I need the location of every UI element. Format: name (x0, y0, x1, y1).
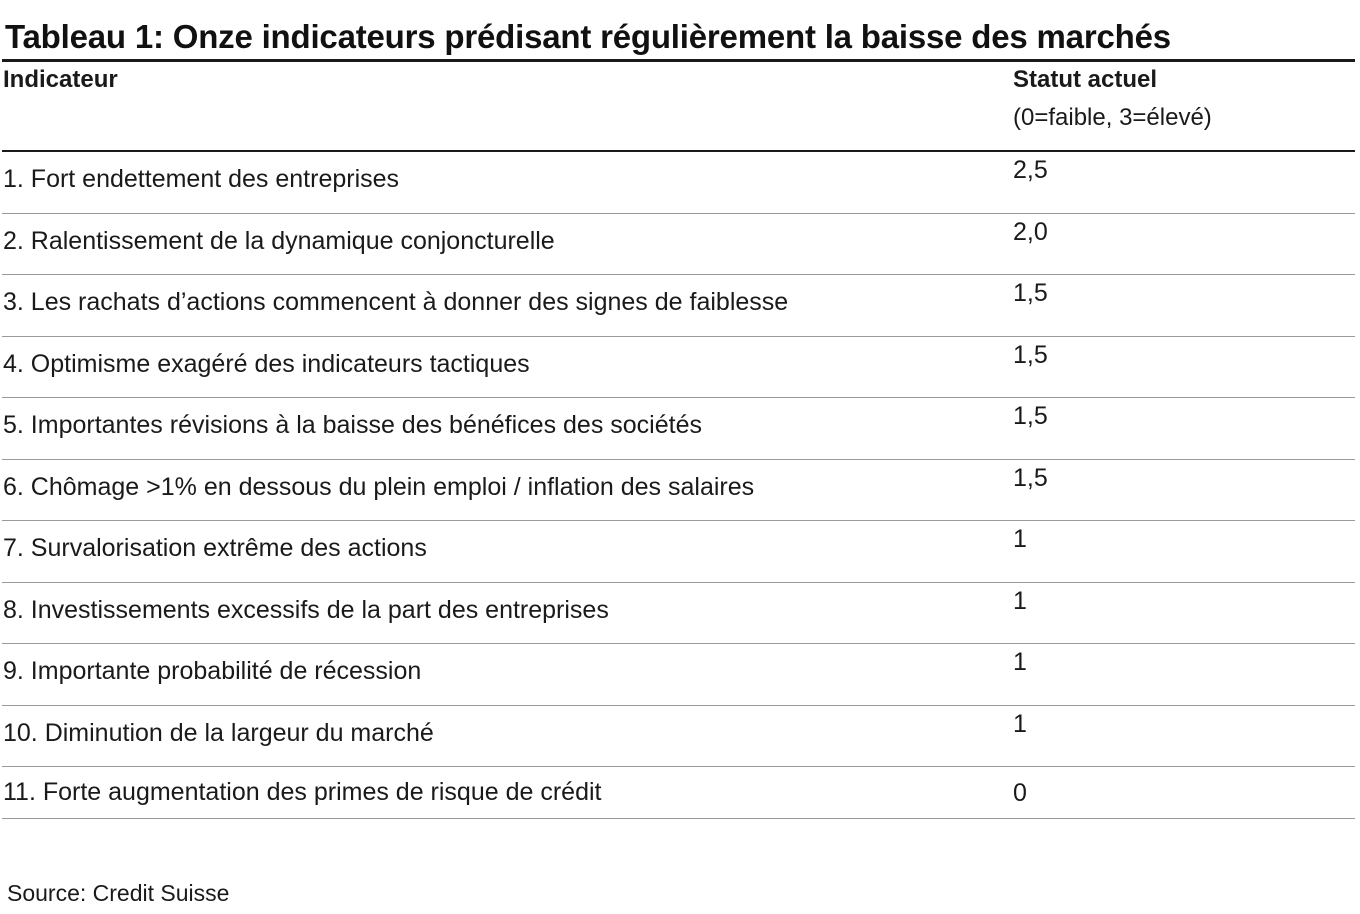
status-cell: 2,5 (1013, 156, 1048, 184)
status-cell: 1,5 (1013, 402, 1048, 430)
table-row: 2. Ralentissement de la dynamique conjon… (2, 214, 1355, 275)
indicator-cell: 3. Les rachats d’actions commencent à do… (3, 288, 789, 316)
table-row: 11. Forte augmentation des primes de ris… (2, 767, 1355, 819)
table-row: 9. Importante probabilité de récession 1 (2, 644, 1355, 706)
table-title: Tableau 1: Onze indicateurs prédisant ré… (5, 18, 1171, 55)
status-cell: 1 (1013, 586, 1027, 615)
indicator-cell: 9. Importante probabilité de récession (3, 657, 422, 685)
status-cell: 0 (1013, 779, 1027, 807)
table-row: 3. Les rachats d’actions commencent à do… (2, 275, 1355, 337)
status-cell: 2,0 (1013, 217, 1048, 246)
indicator-cell: 8. Investissements excessifs de la part … (3, 595, 609, 624)
status-cell: 1 (1013, 525, 1027, 553)
indicator-cell: 4. Optimisme exagéré des indicateurs tac… (3, 349, 530, 378)
table-row: 4. Optimisme exagéré des indicateurs tac… (2, 337, 1355, 398)
status-cell: 1,5 (1013, 279, 1048, 307)
column-header-indicator: Indicateur (3, 66, 118, 93)
status-cell: 1 (1013, 709, 1027, 738)
table-row: 10. Diminution de la largeur du marché 1 (2, 706, 1355, 767)
table-row: 6. Chômage >1% en dessous du plein emplo… (2, 460, 1355, 521)
table-row: 7. Survalorisation extrême des actions 1 (2, 521, 1355, 583)
indicator-cell: 10. Diminution de la largeur du marché (3, 718, 434, 747)
status-cell: 1,5 (1013, 463, 1048, 492)
indicator-table-body: 1. Fort endettement des entreprises 2,5 … (2, 152, 1355, 819)
indicator-cell: 11. Forte augmentation des primes de ris… (3, 778, 602, 806)
header-divider (2, 150, 1355, 152)
indicator-cell: 1. Fort endettement des entreprises (3, 165, 400, 193)
column-header-status-scale: (0=faible, 3=élevé) (1013, 104, 1212, 131)
status-cell: 1 (1013, 648, 1027, 676)
indicator-cell: 7. Survalorisation extrême des actions (3, 534, 427, 562)
table-row: 5. Importantes révisions à la baisse des… (2, 398, 1355, 460)
column-header-status: Statut actuel (1013, 66, 1158, 93)
table-row: 8. Investissements excessifs de la part … (2, 583, 1355, 644)
indicator-cell: 2. Ralentissement de la dynamique conjon… (3, 226, 555, 255)
title-divider (2, 59, 1355, 62)
indicator-cell: 6. Chômage >1% en dessous du plein emplo… (3, 472, 755, 501)
indicator-cell: 5. Importantes révisions à la baisse des… (3, 411, 702, 439)
source-note: Source: Credit Suisse (7, 880, 230, 906)
status-cell: 1,5 (1013, 340, 1048, 369)
table-row: 1. Fort endettement des entreprises 2,5 (2, 152, 1355, 214)
